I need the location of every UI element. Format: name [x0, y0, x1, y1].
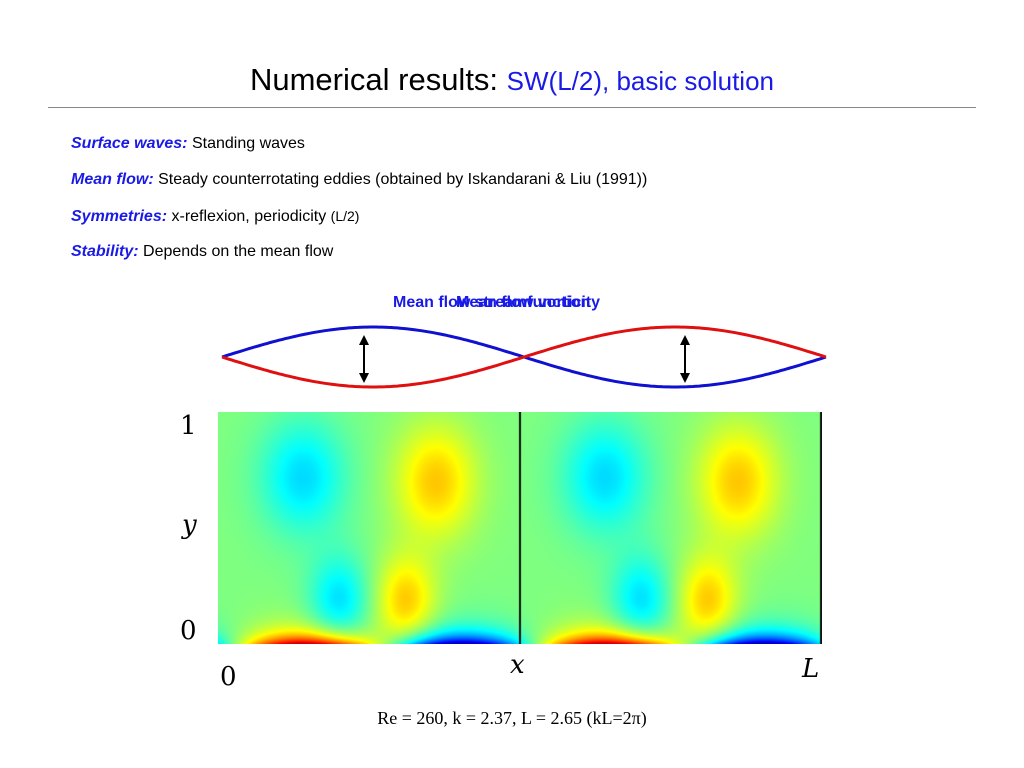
- wave-curve-lower: [221, 325, 827, 389]
- bullet-mean-flow: Mean flow: Steady counterrotating eddies…: [71, 170, 647, 190]
- title-divider: [48, 107, 976, 108]
- y-axis-label: y: [182, 510, 197, 540]
- x-tick-right: L: [802, 654, 820, 684]
- bullet-text: x-reflexion, periodicity: [167, 208, 331, 225]
- bullet-label: Symmetries:: [71, 208, 168, 225]
- figure-label-vorticity: Mean flow vorticity: [456, 294, 601, 311]
- x-axis-label: x: [510, 650, 525, 680]
- bullet-label: Stability:: [71, 243, 139, 260]
- figure-label-streamfunction: Mean flow streamfunction: [393, 294, 591, 311]
- bullet-stability: Stability: Depends on the mean flow: [71, 242, 333, 262]
- bullet-small-text: (L/2): [330, 208, 360, 224]
- bullet-text: Standing waves: [187, 135, 305, 152]
- slide-title: Numerical results: SW(L/2), basic soluti…: [0, 60, 1024, 101]
- x-tick-left: 0: [220, 662, 237, 692]
- parameters-caption: Re = 260, k = 2.37, L = 2.65 (kL=2π): [0, 706, 1024, 730]
- caption-pi: π: [631, 708, 641, 728]
- y-tick-bottom: 0: [180, 616, 197, 646]
- bullet-symmetries: Symmetries: x-reflexion, periodicity (L/…: [71, 206, 359, 227]
- bullet-text: Steady counterrotating eddies (obtained …: [153, 171, 648, 188]
- slide-title-main: Numerical results:: [249, 62, 507, 97]
- caption-close: ): [640, 708, 647, 728]
- bullet-label: Surface waves:: [71, 135, 188, 152]
- bullet-surface-waves: Surface waves: Standing waves: [71, 134, 305, 154]
- vorticity-heatmap: [218, 412, 822, 644]
- bullet-label: Mean flow:: [71, 171, 154, 188]
- slide-title-subtitle: SW(L/2), basic solution: [506, 66, 774, 96]
- bullet-text: Depends on the mean flow: [138, 243, 334, 260]
- y-tick-top: 1: [180, 411, 197, 441]
- caption-text: Re = 260, k = 2.37, L = 2.65 (kL=2: [377, 708, 632, 728]
